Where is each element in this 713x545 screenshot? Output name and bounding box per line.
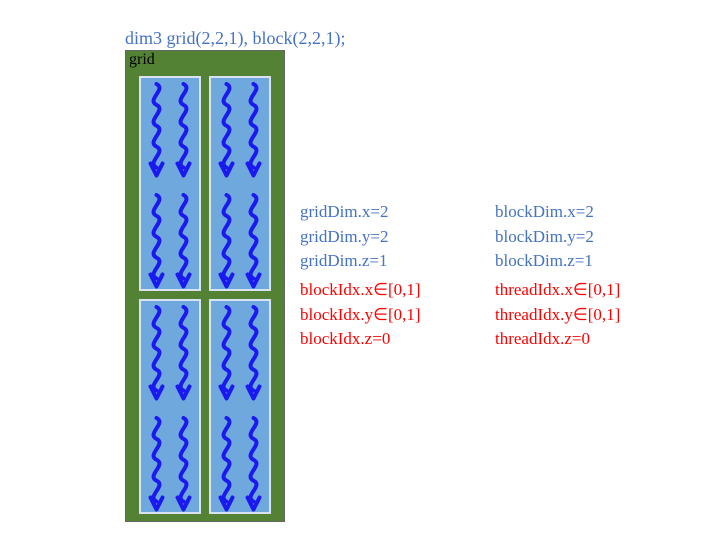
thread-wave-icon: [170, 305, 197, 408]
thread-row: [141, 301, 199, 412]
thread-wave-icon: [213, 305, 240, 408]
grid-label: grid: [129, 51, 155, 69]
thread-wave-icon: [213, 193, 240, 296]
thread-row: [141, 189, 199, 300]
thread-row: [211, 301, 269, 412]
block: [139, 299, 201, 514]
block: [209, 76, 271, 291]
thread-row: [211, 412, 269, 523]
info-line: blockDim.x=2: [495, 200, 620, 225]
thread-row: [211, 189, 269, 300]
info-line: gridDim.y=2: [300, 225, 421, 250]
thread-row: [141, 412, 199, 523]
thread-wave-icon: [170, 82, 197, 185]
block: [139, 76, 201, 291]
thread-wave-icon: [240, 193, 267, 296]
grid-container: grid: [125, 50, 285, 522]
thread-wave-icon: [213, 82, 240, 185]
info-line: blockDim.y=2: [495, 225, 620, 250]
blockdim-info: blockDim.x=2blockDim.y=2blockDim.z=1 thre…: [495, 200, 620, 352]
thread-wave-icon: [143, 193, 170, 296]
thread-wave-icon: [213, 416, 240, 519]
info-line: threadIdx.y∈[0,1]: [495, 303, 620, 328]
thread-wave-icon: [240, 82, 267, 185]
info-line: blockIdx.z=0: [300, 327, 421, 352]
thread-wave-icon: [143, 416, 170, 519]
griddim-info: gridDim.x=2gridDim.y=2gridDim.z=1 blockId…: [300, 200, 421, 352]
info-line: threadIdx.z=0: [495, 327, 620, 352]
thread-wave-icon: [170, 416, 197, 519]
thread-row: [211, 78, 269, 189]
thread-wave-icon: [143, 305, 170, 408]
thread-wave-icon: [240, 305, 267, 408]
thread-wave-icon: [143, 82, 170, 185]
info-line: blockIdx.y∈[0,1]: [300, 303, 421, 328]
info-line: blockDim.z=1: [495, 249, 620, 274]
info-line: gridDim.x=2: [300, 200, 421, 225]
declaration-text: dim3 grid(2,2,1), block(2,2,1);: [125, 28, 345, 49]
info-line: gridDim.z=1: [300, 249, 421, 274]
thread-wave-icon: [240, 416, 267, 519]
info-line: threadIdx.x∈[0,1]: [495, 278, 620, 303]
block: [209, 299, 271, 514]
thread-wave-icon: [170, 193, 197, 296]
thread-row: [141, 78, 199, 189]
info-line: blockIdx.x∈[0,1]: [300, 278, 421, 303]
